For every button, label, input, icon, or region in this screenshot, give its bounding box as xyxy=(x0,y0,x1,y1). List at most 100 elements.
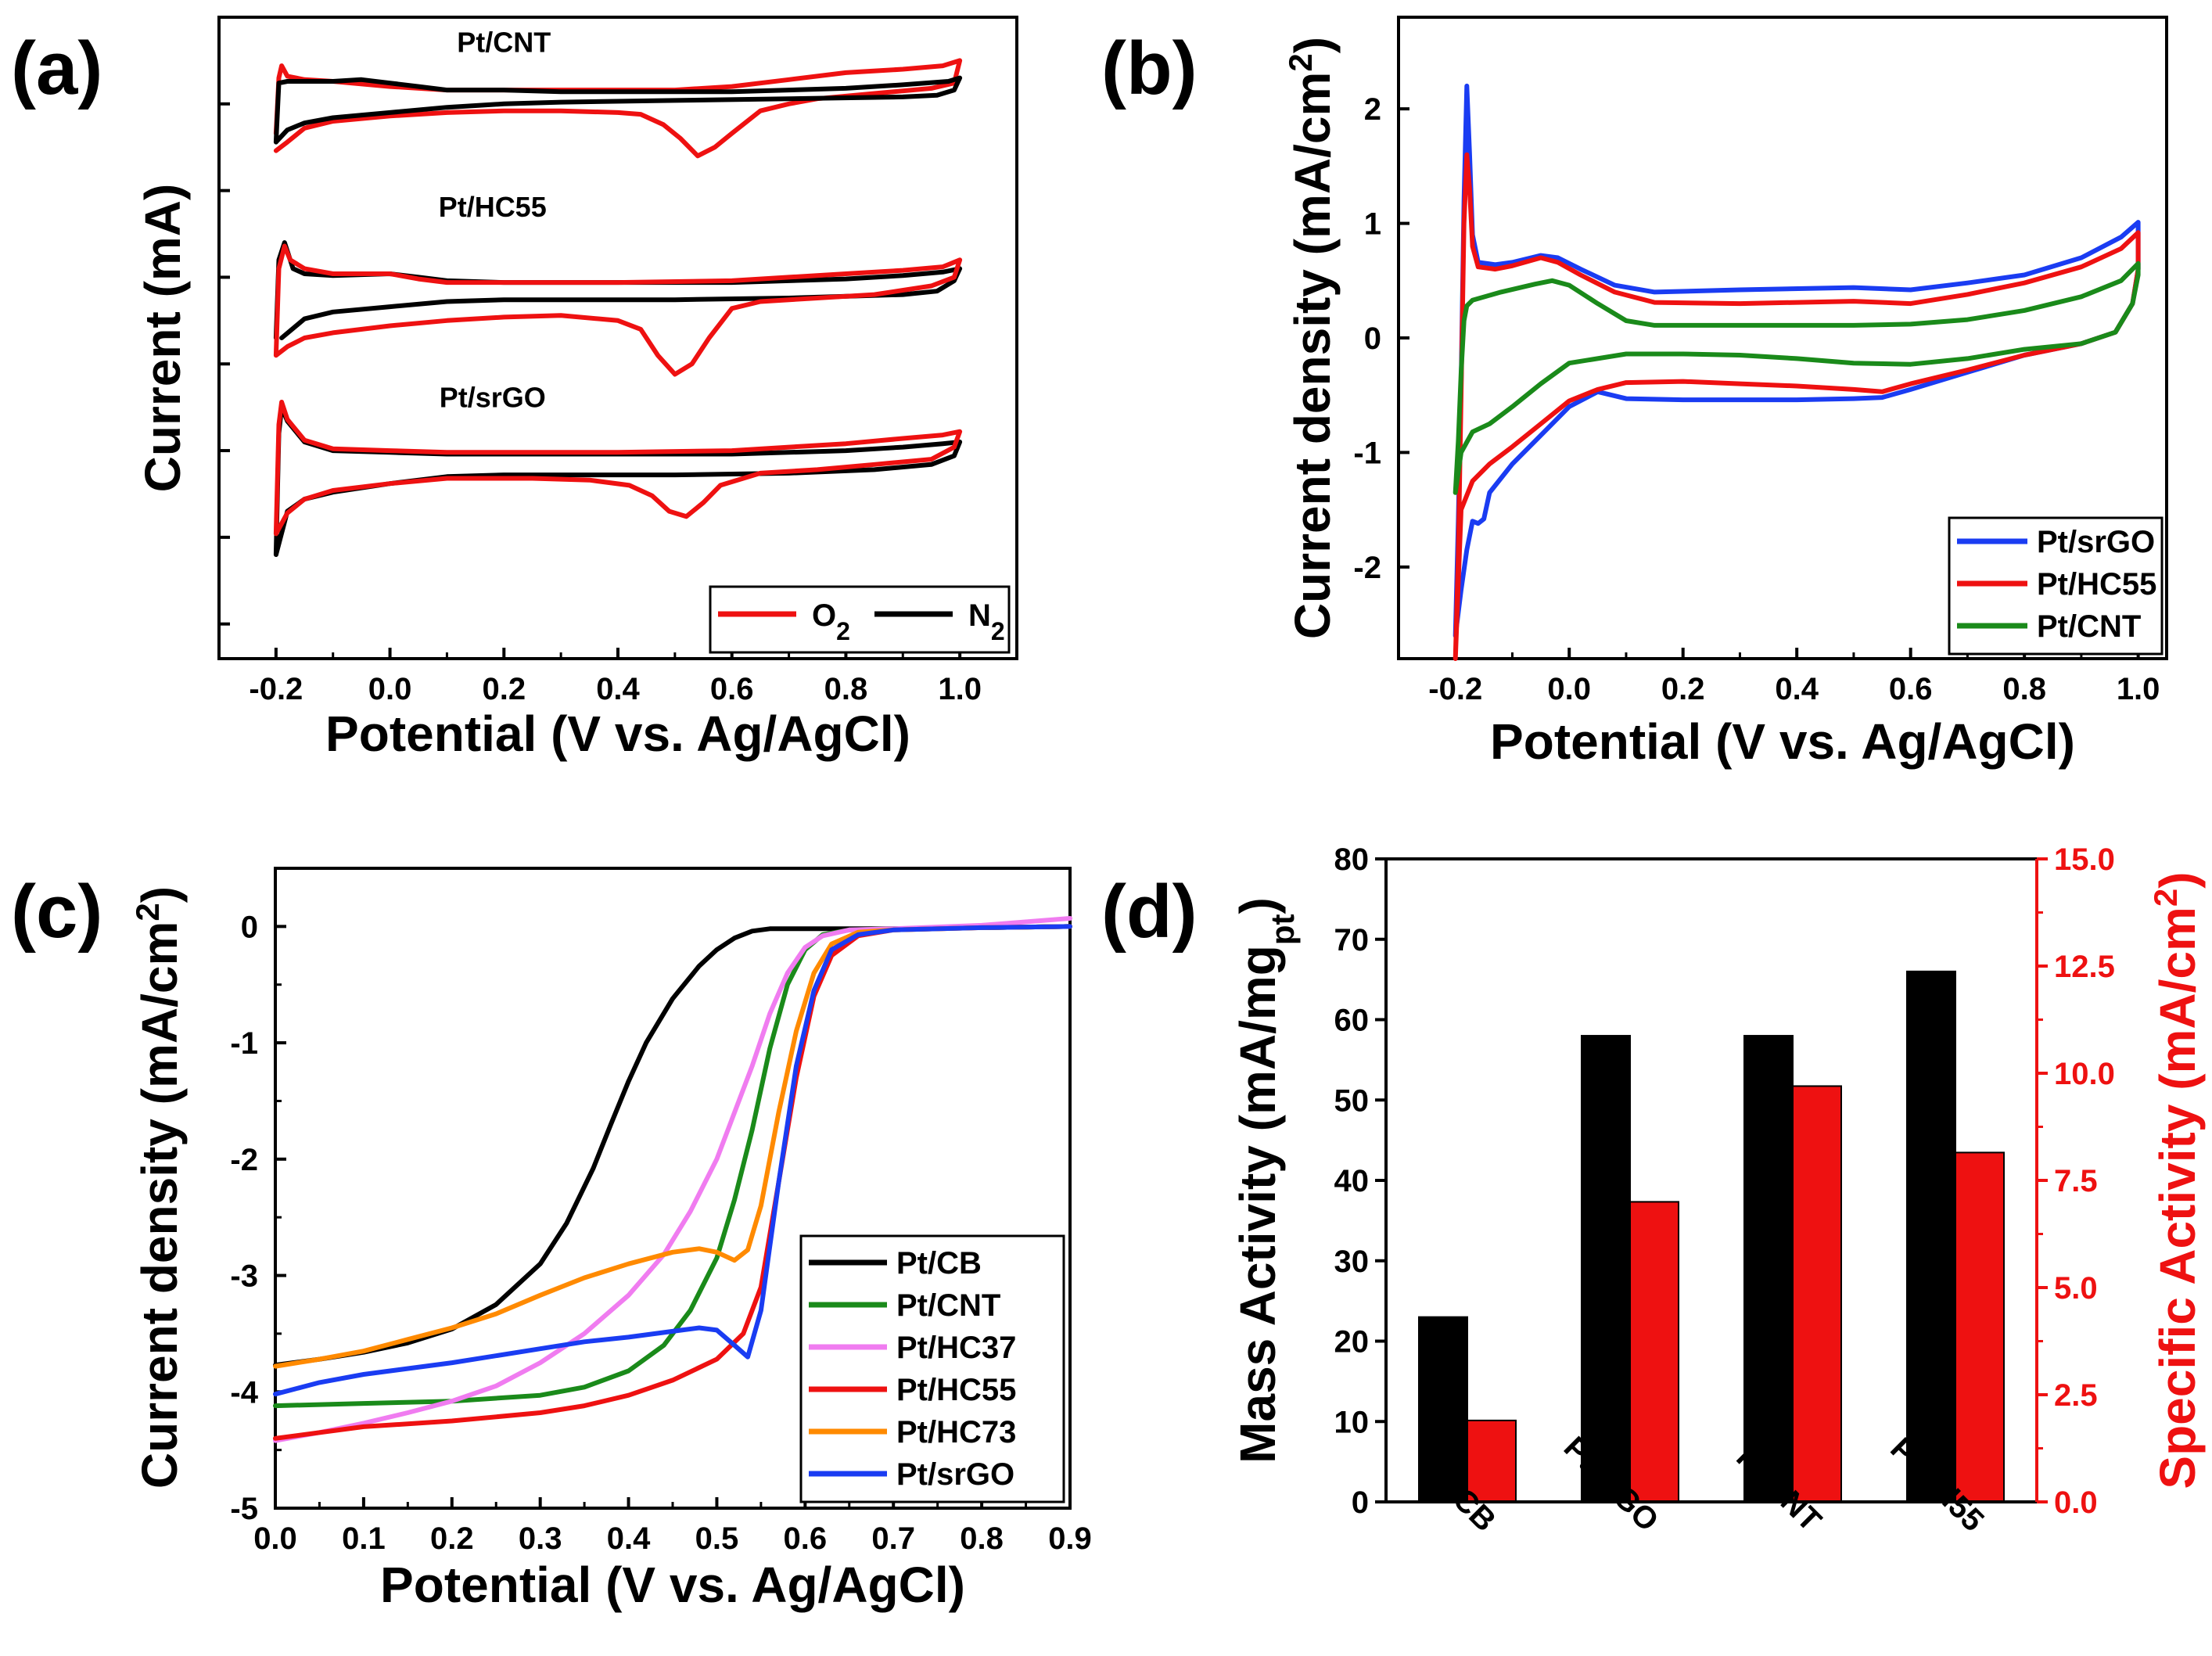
x-tick-label: -0.2 xyxy=(249,672,303,706)
series-line-pt-hc55-o2 xyxy=(273,243,963,377)
y-tick-label: -1 xyxy=(1353,436,1381,470)
y-axis-title-sup: 2 xyxy=(1282,53,1319,71)
y-tick-label: -4 xyxy=(230,1375,258,1410)
y-left-tick-label: 40 xyxy=(1334,1164,1370,1198)
y-left-axis-title-sub: pt xyxy=(1264,914,1301,945)
legend-label: O2 xyxy=(812,598,850,645)
x-tick-label: 0.8 xyxy=(960,1521,1004,1556)
legend-label: Pt/HC55 xyxy=(2037,567,2156,602)
y-right-tick-label: 10.0 xyxy=(2054,1057,2115,1091)
x-tick-label: 0.1 xyxy=(342,1521,386,1556)
y-left-tick-label: 30 xyxy=(1334,1245,1370,1279)
legend-box xyxy=(799,1234,1065,1503)
y-tick-label: 2 xyxy=(1364,92,1381,127)
x-tick-label: 0.6 xyxy=(784,1521,828,1556)
y-right-tick-label: 12.5 xyxy=(2054,950,2115,984)
x-tick-label: -0.2 xyxy=(1428,672,1482,706)
y-axis-title-sup: 2 xyxy=(129,903,166,921)
y-right-tick-label: 15.0 xyxy=(2054,842,2115,877)
y-right-tick-label: 7.5 xyxy=(2054,1164,2098,1198)
legend-label: Pt/HC55 xyxy=(896,1373,1016,1407)
x-tick-label: 0.6 xyxy=(1889,672,1933,706)
y-left-tick-label: 60 xyxy=(1334,1004,1370,1038)
panel-d: (d)Pt/CB Pt/srGO Pt/CNT Pt/Hd55010203040506… xyxy=(1101,842,2206,1538)
y-axis-title: Current density (mA/cm2) xyxy=(1282,37,1341,639)
bar-mass-activity xyxy=(1418,1316,1468,1503)
y-axis-title-text: Current density (mA/cm xyxy=(131,921,188,1489)
legend: Pt/CB Pt/CNT Pt/HC37 Pt/HC55 Pt/HC73 Pt/srGO xyxy=(799,1234,1065,1503)
curve-label: Pt/CNT xyxy=(457,26,551,58)
x-tick-label: 0.3 xyxy=(519,1521,562,1556)
bar-mass-activity xyxy=(1581,1035,1631,1503)
y-right-tick-label: 5.0 xyxy=(2054,1271,2098,1306)
x-tick-label: 0.4 xyxy=(596,672,640,706)
x-tick-label: 0.2 xyxy=(1661,672,1705,706)
bar-specific-activity xyxy=(1955,1151,2005,1503)
y-axis-title-close: ) xyxy=(131,886,188,903)
y-right-axis-title-text: Specific Activity (mA/cm xyxy=(2149,907,2206,1489)
series-line-pt-srgo xyxy=(273,924,1072,1397)
legend-label: Pt/CB xyxy=(896,1246,982,1281)
panel-label: (d) xyxy=(1101,870,1198,954)
panel-a: (a) -0.2 0.0 0.2 0.4 0.6 0.8 1.0 Pt/CNT Pt/HC55 Pt… xyxy=(11,16,1018,762)
legend-label: Pt/srGO xyxy=(2037,525,2155,559)
bar-specific-activity xyxy=(1629,1201,1679,1503)
y-tick-label: 1 xyxy=(1364,207,1381,242)
series-line-pt-hc37 xyxy=(273,916,1072,1443)
y-right-tick-label: 2.5 xyxy=(2054,1378,2098,1413)
x-tick-label: 0.0 xyxy=(253,1521,297,1556)
y-left-tick-label: 70 xyxy=(1334,923,1370,957)
panel-c: (c) 0.0 0.1 0.2 0.3 0.4 0.5 0.6 0.7 0.8 0.9 0 -1 -2 -3… xyxy=(11,867,1092,1613)
legend-label: N2 xyxy=(968,598,1005,645)
series-line-pt-srgo-n2 xyxy=(273,404,963,557)
legend: Pt/srGO Pt/HC55 Pt/CNT xyxy=(1948,516,2164,656)
x-tick-label: 0.5 xyxy=(695,1521,739,1556)
x-tick-label: 0.0 xyxy=(1547,672,1591,706)
x-tick-label: 1.0 xyxy=(2117,672,2160,706)
y-axis-title-text: Current density (mA/cm xyxy=(1284,72,1341,639)
x-tick-label: 0.9 xyxy=(1048,1521,1092,1556)
legend-label: Pt/srGO xyxy=(896,1457,1014,1492)
y-left-tick-label: 20 xyxy=(1334,1325,1370,1360)
series-line-pt-cnt xyxy=(1453,260,2141,495)
x-tick-label: 0.2 xyxy=(482,672,526,706)
y-right-axis-title-close: ) xyxy=(2149,871,2206,888)
series-line-pt-hc73 xyxy=(273,924,1072,1369)
bar-specific-activity xyxy=(1792,1085,1842,1503)
series-line-pt-hc55 xyxy=(1453,152,2141,661)
y-axis-title: Current density (mA/cm2) xyxy=(129,886,189,1489)
x-tick-label: 0.2 xyxy=(430,1521,474,1556)
legend-label-sub: 2 xyxy=(991,617,1005,645)
x-axis-title: Potential (V vs. Ag/AgCl) xyxy=(325,706,910,762)
y-left-tick-label: 50 xyxy=(1334,1083,1370,1118)
y-right-axis-title: Specific Activity (mA/cm2) xyxy=(2147,871,2207,1489)
y-left-tick-label: 10 xyxy=(1334,1405,1370,1439)
x-tick-label: 0.7 xyxy=(871,1521,915,1556)
y-tick-label: -5 xyxy=(230,1492,258,1526)
series-line-pt-cnt-n2 xyxy=(273,75,963,145)
y-tick-label: 0 xyxy=(241,910,258,944)
legend-label-sub: 2 xyxy=(836,617,850,645)
series-line-pt-srgo-o2 xyxy=(273,400,963,537)
series-line-pt-cnt-o2 xyxy=(273,58,963,159)
x-tick-label: 0.4 xyxy=(607,1521,651,1556)
curve-label: Pt/srGO xyxy=(440,382,546,414)
x-axis-title: Potential (V vs. Ag/AgCl) xyxy=(1490,713,2075,770)
y-right-tick-label: 0.0 xyxy=(2054,1485,2098,1520)
y-right-axis-title-sup: 2 xyxy=(2147,889,2184,907)
x-axis-title: Potential (V vs. Ag/AgCl) xyxy=(380,1557,965,1613)
panel-label: (c) xyxy=(11,870,102,954)
legend-label: Pt/CNT xyxy=(896,1288,1000,1323)
panel-label: (b) xyxy=(1101,27,1198,110)
legend: O2 N2 xyxy=(709,585,1011,654)
y-left-axis-title-close: ) xyxy=(1230,897,1286,914)
bar-specific-activity xyxy=(1467,1419,1517,1503)
x-tick-label: 0.8 xyxy=(824,672,868,706)
y-tick-label: -3 xyxy=(230,1259,258,1294)
y-axis-title-close: ) xyxy=(1284,37,1341,53)
x-tick-label: 0.8 xyxy=(2002,672,2046,706)
legend-box xyxy=(709,585,1011,654)
y-axis-title: Current (mA) xyxy=(135,184,191,493)
